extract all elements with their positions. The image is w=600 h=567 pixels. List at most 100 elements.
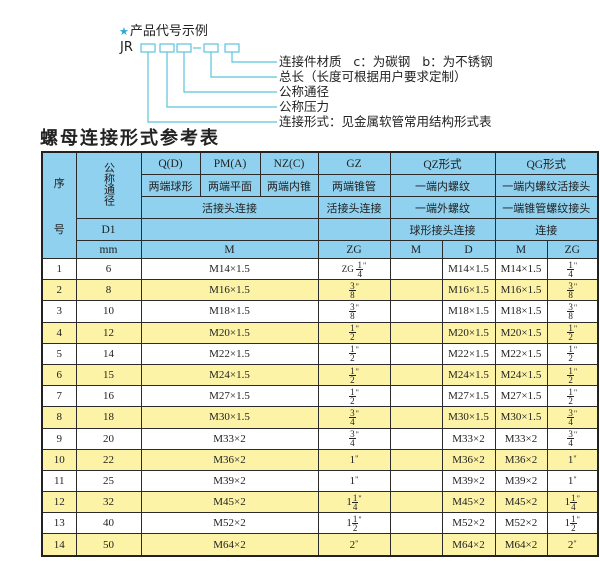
cell-d1: 16 — [75, 385, 142, 408]
cell-qg-m: M36×2 — [494, 448, 548, 471]
cell-m: M18×1.5 — [140, 300, 319, 323]
header-gz: GZ — [317, 151, 391, 175]
table-row: 4 12 M20×1.5 1 2 " M20×1.5 M20×1.5 1 2 " — [41, 321, 599, 344]
cell-qg-zg: 3 4 " — [546, 427, 599, 450]
cell-d1: 8 — [75, 279, 142, 302]
cell-no: 14 — [41, 533, 77, 557]
denominator: 2 — [568, 374, 573, 385]
cell-m: M14×1.5 — [140, 257, 319, 281]
cell-qg-zg: 1 2 " — [546, 385, 599, 408]
cell-qg-zg: 1 4 " — [546, 257, 599, 281]
cell-qz-m — [389, 469, 443, 493]
qz-desc: 一端内螺纹 — [389, 174, 496, 197]
zg-whole: 1 — [564, 516, 571, 529]
cell-qz-d: M27×1.5 — [441, 385, 496, 408]
cell-qz-m — [389, 448, 443, 471]
label-connection: 连接形式：见金属软管常用结构形式表 — [279, 114, 492, 129]
numerator: 1 — [349, 323, 356, 334]
cell-qg-zg: 2" — [546, 533, 599, 557]
numerator: 1 — [570, 513, 577, 524]
code-box — [140, 43, 156, 53]
header-qz-m: M — [389, 240, 443, 259]
numerator: 3 — [567, 407, 574, 418]
product-code-prefix: JR — [120, 40, 133, 55]
cell-no: 1 — [41, 257, 77, 281]
cell-zg: 1 2 " — [317, 363, 391, 387]
cell-qz-m — [389, 512, 443, 535]
denominator: 4 — [571, 501, 576, 512]
cell-qz-d: M22×1.5 — [441, 342, 496, 365]
cell-m: M27×1.5 — [140, 385, 319, 408]
cell-no: 3 — [41, 300, 77, 323]
qg-desc3: 连接 — [494, 218, 599, 241]
cell-qg-m: M20×1.5 — [494, 321, 548, 344]
cell-qz-d: M30×1.5 — [441, 406, 496, 429]
cell-no: 10 — [41, 448, 77, 471]
cell-qg-zg: 1" — [546, 448, 599, 471]
example-title: ★产品代号示例 — [119, 20, 208, 39]
table-row: 2 8 M16×1.5 3 8 " M16×1.5 M16×1.5 3 8 " — [41, 279, 599, 302]
denominator: 4 — [568, 416, 573, 427]
cell-zg: 3 8 " — [317, 279, 391, 302]
cell-d1: 15 — [75, 363, 142, 387]
header-d1: D1 — [75, 218, 142, 241]
cell-zg: 1" — [317, 469, 391, 493]
zg-whole: 1 — [567, 474, 574, 487]
cell-m: M64×2 — [140, 533, 319, 557]
denominator: 4 — [350, 438, 355, 449]
header-nzc: NZ(C) — [259, 151, 319, 175]
nzc-desc: 两端内锥 — [259, 174, 319, 197]
numerator: 3 — [349, 429, 356, 440]
denominator: 2 — [568, 353, 573, 364]
label-pressure: 公称压力 — [279, 99, 330, 114]
cell-zg: 3 8 " — [317, 300, 391, 323]
cell-qg-zg: 1 1 2 " — [546, 512, 599, 535]
numerator: 3 — [567, 280, 574, 291]
cell-no: 7 — [41, 385, 77, 408]
numerator: 3 — [349, 280, 356, 291]
cell-qg-zg: 1 2 " — [546, 342, 599, 365]
leader-line — [183, 52, 277, 93]
zg-whole: 1 — [349, 474, 356, 487]
header-pma: PM(A) — [199, 151, 261, 175]
cell-qg-m: M14×1.5 — [494, 257, 548, 281]
cell-d1: 18 — [75, 406, 142, 429]
cell-m: M24×1.5 — [140, 363, 319, 387]
gz-union-desc: 活接头连接 — [317, 196, 391, 219]
zg-whole: 1 — [349, 453, 356, 466]
denominator: 4 — [352, 501, 358, 512]
cell-d1: 25 — [75, 469, 142, 493]
cell-qg-m: M27×1.5 — [494, 385, 548, 408]
header-qz-d: D — [441, 240, 496, 259]
example-title-text: 产品代号示例 — [129, 24, 208, 39]
header-nominal: 公称通径 — [75, 151, 142, 219]
header-qg-m: M — [494, 240, 548, 259]
cell-qg-zg: 1 2 " — [546, 321, 599, 344]
numerator: 3 — [349, 407, 356, 418]
cell-d1: 32 — [75, 491, 142, 514]
table-row: 5 14 M22×1.5 1 2 " M22×1.5 M22×1.5 1 2 " — [41, 342, 599, 365]
cell-qg-m: M33×2 — [494, 427, 548, 450]
cell-zg: 1 2 " — [317, 321, 391, 344]
cell-qg-m: M22×1.5 — [494, 342, 548, 365]
label-diameter: 公称通径 — [279, 84, 330, 99]
cell-qg-m: M18×1.5 — [494, 300, 548, 323]
cell-no: 13 — [41, 512, 77, 535]
cell-zg: 1 2 " — [317, 342, 391, 365]
cell-no: 4 — [41, 321, 77, 344]
header-qg-zg: ZG — [546, 240, 599, 259]
table-row: 11 25 M39×2 1" M39×2 M39×2 1" — [41, 469, 599, 493]
cell-qz-m — [389, 491, 443, 514]
zg-whole: 1 — [346, 495, 352, 508]
cell-m: M20×1.5 — [140, 321, 319, 344]
denominator: 8 — [568, 289, 573, 300]
cell-qg-m: M52×2 — [494, 512, 548, 535]
